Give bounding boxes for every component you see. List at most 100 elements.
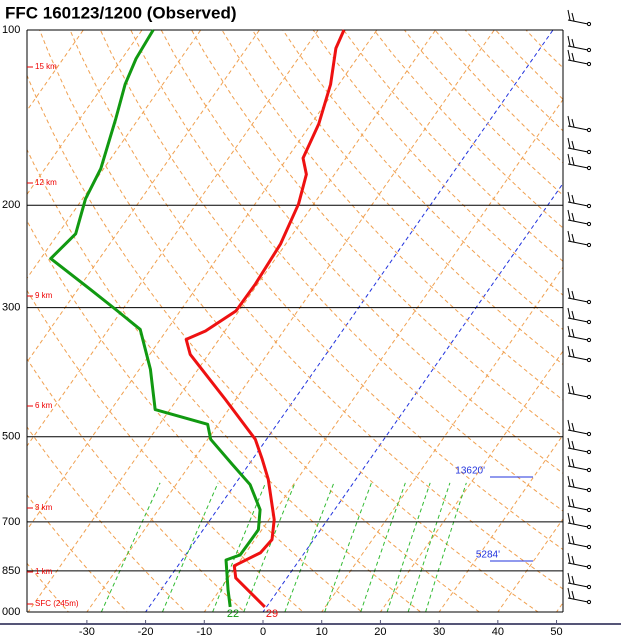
barb-staff — [567, 597, 589, 603]
barb-flag — [571, 156, 575, 166]
x-tick-label: -30 — [79, 626, 95, 638]
height-annotation: 5284' — [476, 550, 500, 561]
profile-line — [49, 29, 262, 608]
barb-station — [586, 127, 592, 133]
barb-flag — [567, 552, 571, 564]
barb-staff — [567, 59, 589, 65]
barb-flag — [571, 385, 575, 395]
x-tick-label: 0 — [260, 626, 266, 638]
barb-flag — [571, 290, 575, 300]
pressure-label: 100 — [2, 24, 20, 36]
barb-station — [586, 584, 592, 590]
barb-flag — [571, 38, 575, 48]
barb-staff — [567, 355, 589, 361]
barb-flag — [567, 9, 571, 21]
isotherm — [497, 518, 563, 612]
barb-flag — [571, 590, 575, 600]
dry-adiabat — [342, 30, 563, 262]
mixing-ratio-line — [360, 482, 406, 612]
dry-adiabat — [27, 426, 187, 612]
barb-flag — [567, 587, 571, 599]
dry-adiabat — [373, 30, 563, 229]
pressure-label: 850 — [2, 565, 20, 577]
isotherm — [27, 30, 202, 280]
barb-station — [586, 487, 592, 493]
barb-flag — [567, 419, 571, 431]
barb-staff — [567, 429, 589, 435]
height-annotation: 13620' — [455, 466, 485, 477]
barb-staff — [567, 335, 589, 341]
barb-station — [586, 47, 592, 53]
barb-flag — [571, 458, 575, 468]
barb-station — [586, 394, 592, 400]
dry-adiabat — [27, 289, 304, 612]
barb-station — [586, 61, 592, 67]
barb-flag — [567, 475, 571, 487]
dry-adiabat — [464, 30, 563, 132]
surface-label: 29 — [266, 608, 278, 620]
barb-station — [586, 299, 592, 305]
isotherm — [27, 30, 437, 612]
height-label: 1 km — [35, 567, 53, 576]
barb-flag — [571, 422, 575, 432]
barb-flag — [571, 575, 575, 585]
dry-adiabat — [99, 30, 563, 551]
barb-flag — [567, 572, 571, 584]
barb-staff — [567, 542, 589, 548]
dry-adiabat — [27, 494, 128, 612]
x-tick-label: 50 — [550, 626, 562, 638]
barb-station — [586, 337, 592, 343]
barb-staff — [567, 392, 589, 398]
isotherm — [27, 30, 319, 447]
x-tick-label: 20 — [374, 626, 386, 638]
chart-title: FFC 160123/1200 (Observed) — [5, 3, 237, 22]
isotherm — [379, 350, 563, 612]
dry-adiabat — [525, 30, 563, 69]
barb-flag — [571, 535, 575, 545]
isotherm — [144, 30, 554, 612]
barb-flag — [567, 455, 571, 467]
isotherm — [438, 434, 563, 612]
barb-staff — [567, 201, 589, 207]
barb-flag — [567, 35, 571, 47]
dry-adiabat — [160, 30, 563, 474]
dry-adiabat — [27, 74, 481, 612]
barb-staff — [567, 45, 589, 51]
barb-station — [586, 431, 592, 437]
barb-flag — [571, 555, 575, 565]
x-tick-label: 30 — [433, 626, 445, 638]
dry-adiabat — [130, 30, 563, 512]
barb-station — [586, 21, 592, 27]
barb-flag — [571, 515, 575, 525]
barb-staff — [567, 317, 589, 323]
barb-flag — [567, 325, 571, 337]
barb-staff — [567, 582, 589, 588]
height-label: 6 km — [35, 401, 53, 410]
dry-adiabat — [282, 30, 563, 331]
barb-station — [586, 319, 592, 325]
isotherm — [321, 266, 563, 612]
height-label: SFC (245m) — [35, 599, 79, 608]
height-label: 12 km — [35, 178, 57, 187]
barb-staff — [567, 240, 589, 246]
barb-station — [586, 165, 592, 171]
dry-adiabat — [27, 358, 246, 612]
pressure-label: 000 — [2, 606, 20, 618]
barb-staff — [567, 297, 589, 303]
barb-staff — [567, 447, 589, 453]
dry-adiabat — [27, 219, 363, 612]
barb-flag — [567, 191, 571, 203]
barb-station — [586, 507, 592, 513]
dry-adiabat — [27, 148, 422, 612]
dry-adiabat — [494, 30, 563, 100]
barb-flag — [567, 115, 571, 127]
isotherm — [203, 98, 563, 612]
x-tick-label: -20 — [138, 626, 154, 638]
dry-adiabat — [221, 30, 563, 401]
barb-station — [586, 467, 592, 473]
barb-flag — [571, 498, 575, 508]
barb-flag — [571, 233, 575, 243]
isotherm — [27, 30, 84, 112]
height-label: 15 km — [35, 62, 57, 71]
